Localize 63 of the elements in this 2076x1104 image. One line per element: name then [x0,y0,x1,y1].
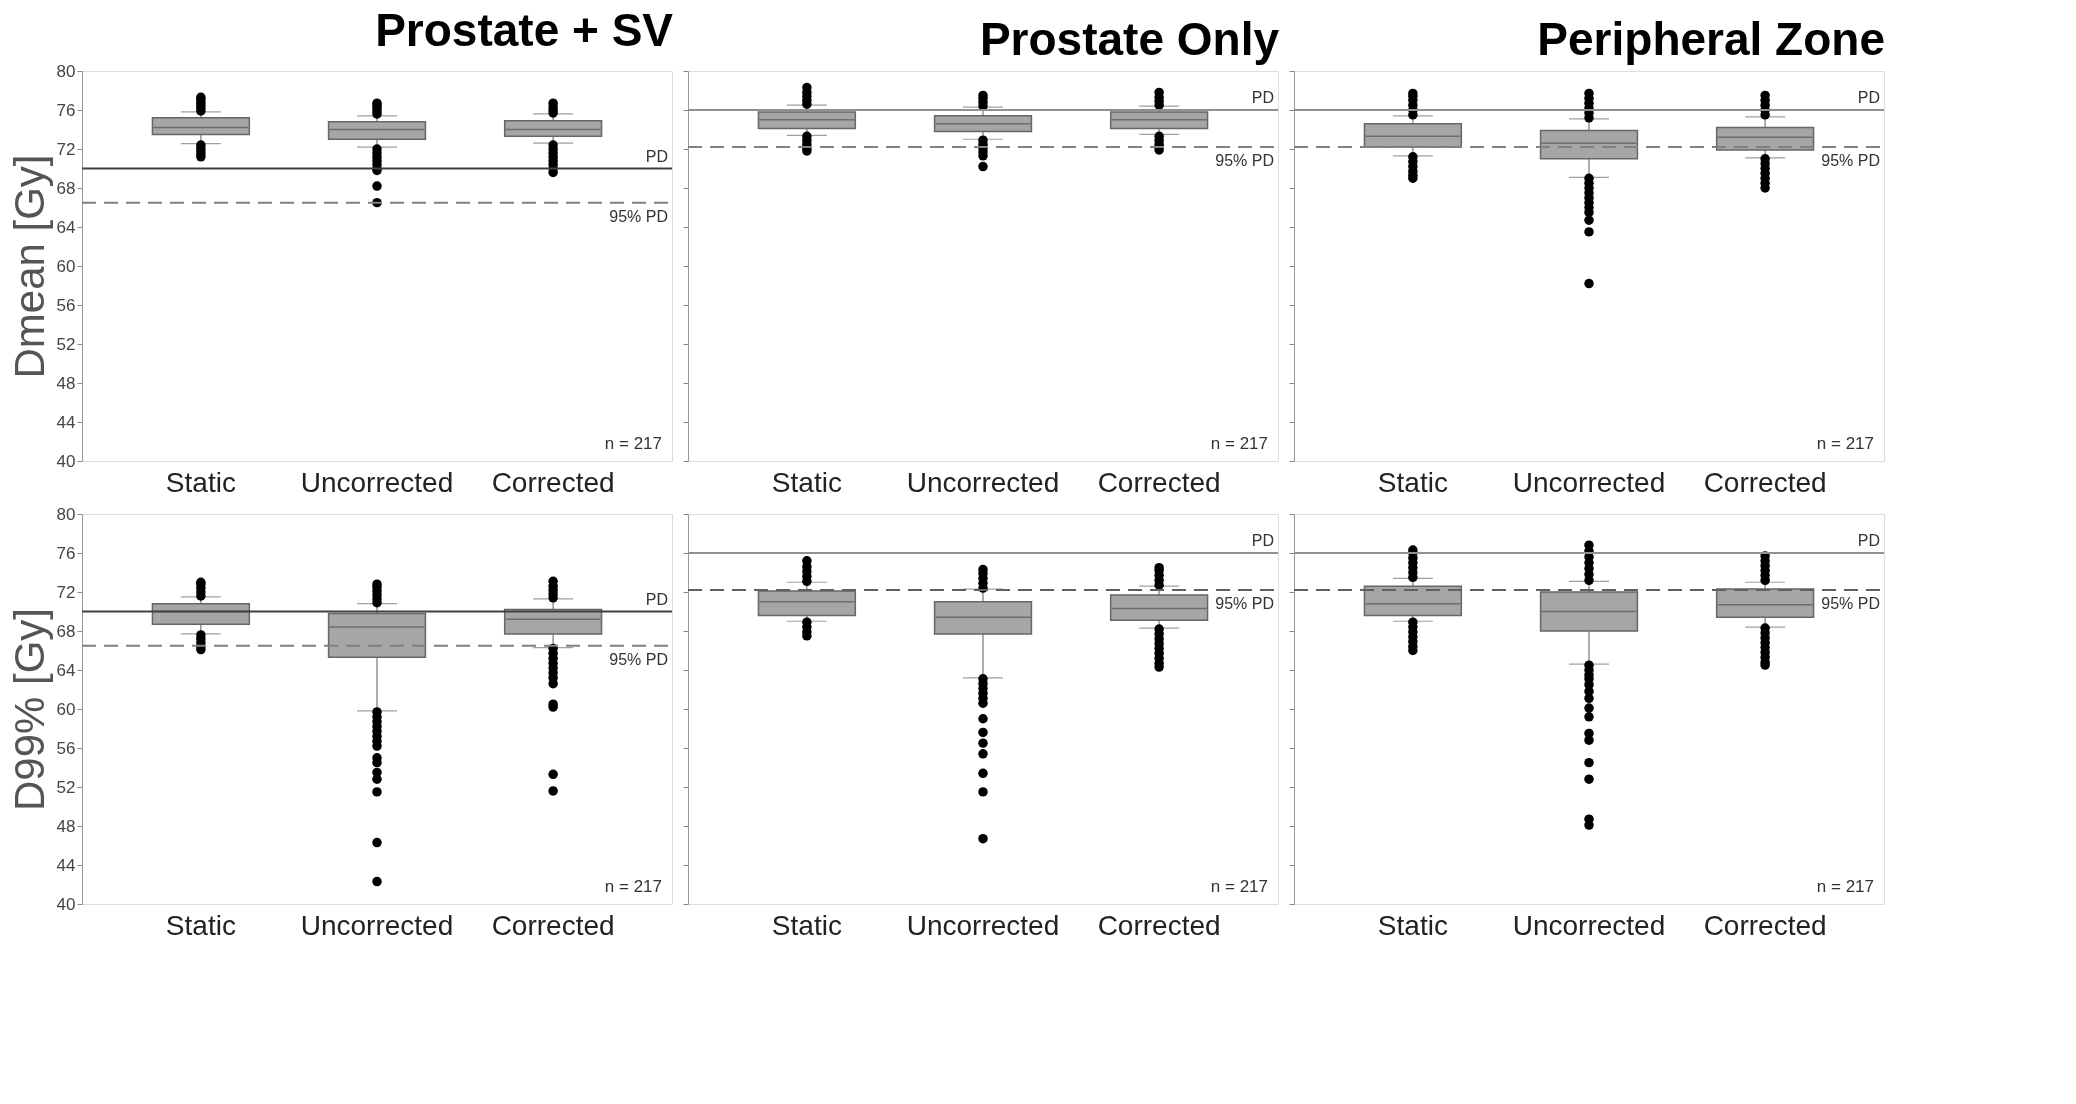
ref-line-label: 95% PD [1215,595,1274,613]
y-tick-label: 76 [56,100,76,120]
x-tick-label: Uncorrected [1512,466,1666,498]
y-tick-label: 64 [56,217,76,237]
chart-title: Prostate Only [979,12,1280,65]
y-axis-title: Dmean [Gy] [5,154,53,379]
x-tick-label: Corrected [1703,909,1827,941]
y-tick-label: 40 [56,894,76,914]
x-tick-label: Uncorrected [300,466,454,498]
y-tick-label: 52 [56,334,76,354]
x-tick-label: Corrected [1097,909,1221,941]
ref-line-label: 95% PD [1821,595,1880,613]
annotation: n = 217 [1210,877,1268,896]
annotation: n = 217 [604,877,662,896]
annotation: n = 217 [1210,434,1268,453]
y-tick-label: 72 [56,582,76,602]
x-tick-label: Uncorrected [1512,909,1666,941]
x-tick-label: Uncorrected [906,909,1060,941]
ref-line-label: 95% PD [609,650,668,668]
y-tick-label: 80 [56,504,76,524]
y-tick-label: 48 [56,816,76,836]
y-tick-label: 48 [56,373,76,393]
x-tick-label: Static [165,466,236,498]
x-tick-label: Static [1377,466,1448,498]
annotation: n = 217 [604,434,662,453]
y-tick-label: 60 [56,699,76,719]
x-tick-label: Uncorrected [906,466,1060,498]
y-tick-label: 44 [56,855,76,875]
ref-line-label: PD [1857,532,1880,549]
ref-line-label: PD [645,147,668,165]
y-tick-label: 80 [56,61,76,81]
x-tick-label: Corrected [491,909,615,941]
x-tick-label: Corrected [1703,466,1827,498]
ref-line-label: PD [1857,89,1880,106]
x-tick-label: Corrected [1097,466,1221,498]
x-tick-label: Static [165,909,236,941]
y-tick-label: 56 [56,738,76,758]
y-tick-label: 56 [56,295,76,315]
annotation: n = 217 [1816,434,1874,453]
y-tick-label: 44 [56,412,76,432]
annotation: n = 217 [1816,877,1874,896]
x-tick-label: Uncorrected [300,909,454,941]
ref-line-label: 95% PD [609,207,668,225]
y-tick-label: 52 [56,777,76,797]
y-tick-label: 60 [56,256,76,276]
y-tick-label: 64 [56,660,76,680]
y-tick-label: 76 [56,543,76,563]
x-tick-label: Static [771,466,842,498]
x-tick-label: Static [771,909,842,941]
y-axis-title: D99% [Gy] [5,607,53,812]
y-tick-label: 72 [56,139,76,159]
y-tick-label: 40 [56,451,76,471]
ref-line-label: PD [645,590,668,608]
y-tick-label: 68 [56,178,76,198]
ref-line-label: 95% PD [1821,152,1880,170]
ref-line-label: PD [1251,532,1274,549]
y-tick-label: 68 [56,621,76,641]
ref-line-label: 95% PD [1215,152,1274,170]
x-tick-label: Static [1377,909,1448,941]
chart-title: Prostate + SV [375,4,674,56]
ref-line-label: PD [1251,89,1274,106]
chart-title: Peripheral Zone [1537,12,1885,65]
x-tick-label: Corrected [491,466,615,498]
